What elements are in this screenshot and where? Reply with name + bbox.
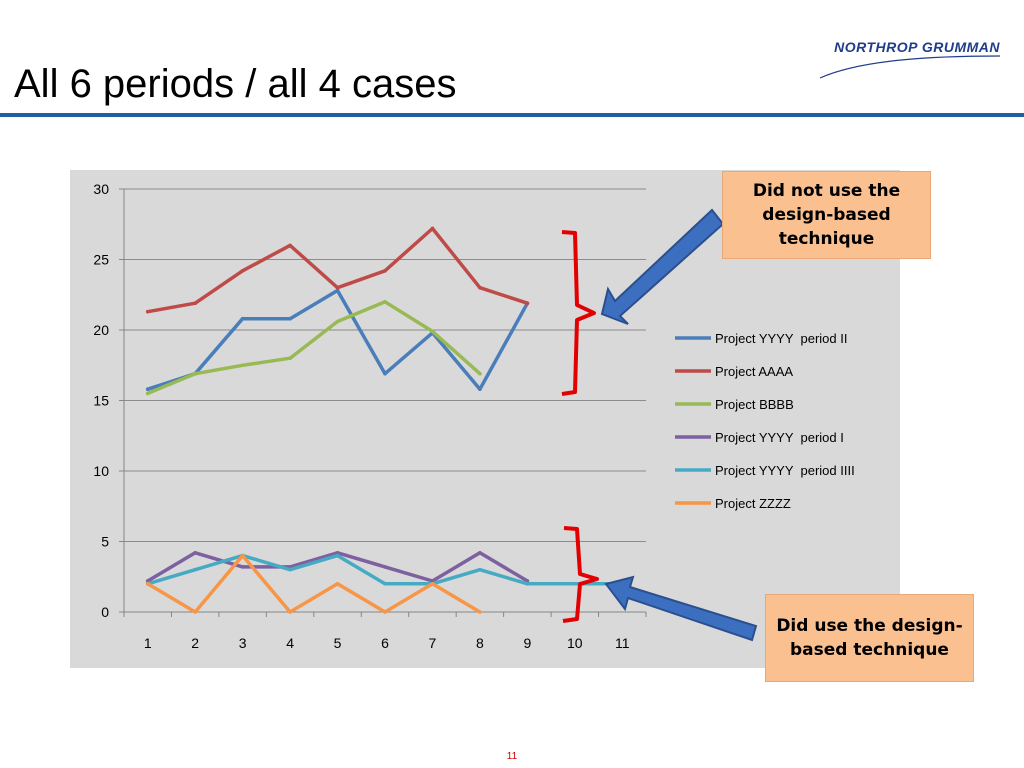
- y-tick-label: 30: [93, 181, 109, 197]
- data-point: [335, 285, 340, 290]
- data-point: [145, 582, 150, 586]
- legend-label: Project YYYY period II: [715, 331, 847, 346]
- slide-title: All 6 periods / all 4 cases: [14, 62, 457, 106]
- data-point: [240, 553, 245, 558]
- x-tick-label: 5: [334, 635, 342, 651]
- data-point: [525, 301, 530, 306]
- lower-group-bracket: [562, 526, 599, 623]
- chart-axes: 0 5 10 15 20 25 30 1 2 3 4 5 6 7 8 9 10 11: [93, 181, 647, 651]
- data-point: [430, 329, 435, 334]
- data-point: [288, 610, 292, 614]
- data-point: [335, 319, 340, 324]
- title-rule: [0, 113, 1024, 117]
- data-point: [335, 553, 340, 558]
- data-point: [145, 387, 150, 392]
- arrow-lower-icon: [604, 575, 758, 642]
- data-point: [240, 565, 245, 569]
- y-tick-label: 25: [93, 252, 109, 268]
- data-point: [335, 288, 340, 293]
- data-point: [288, 316, 292, 321]
- data-point: [240, 268, 245, 273]
- data-point: [335, 550, 340, 555]
- data-point: [383, 371, 387, 376]
- logo-text: NORTHROP GRUMMAN: [834, 39, 1000, 55]
- y-tick-label: 5: [101, 534, 109, 550]
- data-point: [478, 387, 482, 392]
- series-line: [145, 553, 482, 614]
- bracket-lower-icon: [562, 526, 599, 623]
- x-tick-label: 9: [523, 635, 531, 651]
- chart-series: [145, 226, 625, 614]
- bracket-upper-icon: [561, 230, 596, 396]
- data-point: [478, 371, 482, 376]
- x-tick-label: 10: [567, 635, 583, 651]
- data-point: [193, 610, 197, 614]
- data-point: [430, 226, 435, 231]
- legend-label: Project BBBB: [715, 397, 794, 412]
- data-point: [288, 567, 292, 572]
- x-tick-label: 2: [191, 635, 199, 651]
- legend-label: Project ZZZZ: [715, 496, 791, 511]
- data-point: [573, 582, 577, 586]
- data-point: [193, 550, 197, 555]
- data-point: [288, 356, 292, 361]
- data-point: [193, 371, 197, 376]
- legend-label: Project AAAA: [715, 364, 793, 379]
- data-point: [478, 567, 482, 572]
- callout-no-design-technique: Did not use the design-based technique: [722, 171, 931, 259]
- data-point: [478, 610, 482, 614]
- data-point: [240, 316, 245, 321]
- data-point: [383, 300, 387, 304]
- data-point: [193, 567, 197, 572]
- data-point: [335, 582, 340, 586]
- x-tick-label: 11: [615, 635, 630, 651]
- data-point: [240, 363, 245, 368]
- y-tick-label: 0: [101, 604, 109, 620]
- logo-swoosh-icon: [819, 55, 1001, 79]
- chart-grid: [124, 188, 646, 613]
- x-tick-label: 6: [381, 635, 389, 651]
- x-tick-label: 8: [476, 635, 484, 651]
- data-point: [145, 391, 150, 396]
- data-point: [383, 268, 387, 273]
- data-point: [383, 565, 387, 569]
- data-point: [383, 582, 387, 586]
- upper-group-bracket: [561, 230, 596, 396]
- data-point: [525, 582, 530, 586]
- data-point: [383, 610, 387, 614]
- data-point: [288, 243, 292, 248]
- arrow-upper-icon: [600, 208, 725, 325]
- data-point: [430, 582, 435, 586]
- y-tick-label: 20: [93, 322, 109, 338]
- callout-design-technique: Did use the design-based technique: [765, 594, 974, 682]
- data-point: [478, 285, 482, 290]
- y-tick-label: 15: [93, 393, 109, 409]
- chart-legend: Project YYYY period II Project AAAA Projec…: [675, 331, 855, 511]
- y-tick-label: 10: [93, 463, 109, 479]
- x-tick-label: 1: [144, 635, 152, 651]
- northrop-grumman-logo: NORTHROP GRUMMAN: [800, 36, 1005, 86]
- x-tick-label: 7: [429, 635, 437, 651]
- page-number: 11: [506, 751, 518, 762]
- legend-label: Project YYYY period IIII: [715, 463, 855, 478]
- x-tick-label: 4: [286, 635, 294, 651]
- series-line: [145, 300, 482, 396]
- data-point: [145, 309, 150, 314]
- data-point: [478, 550, 482, 555]
- legend-label: Project YYYY period I: [715, 430, 844, 445]
- x-tick-label: 3: [239, 635, 247, 651]
- data-point: [193, 301, 197, 306]
